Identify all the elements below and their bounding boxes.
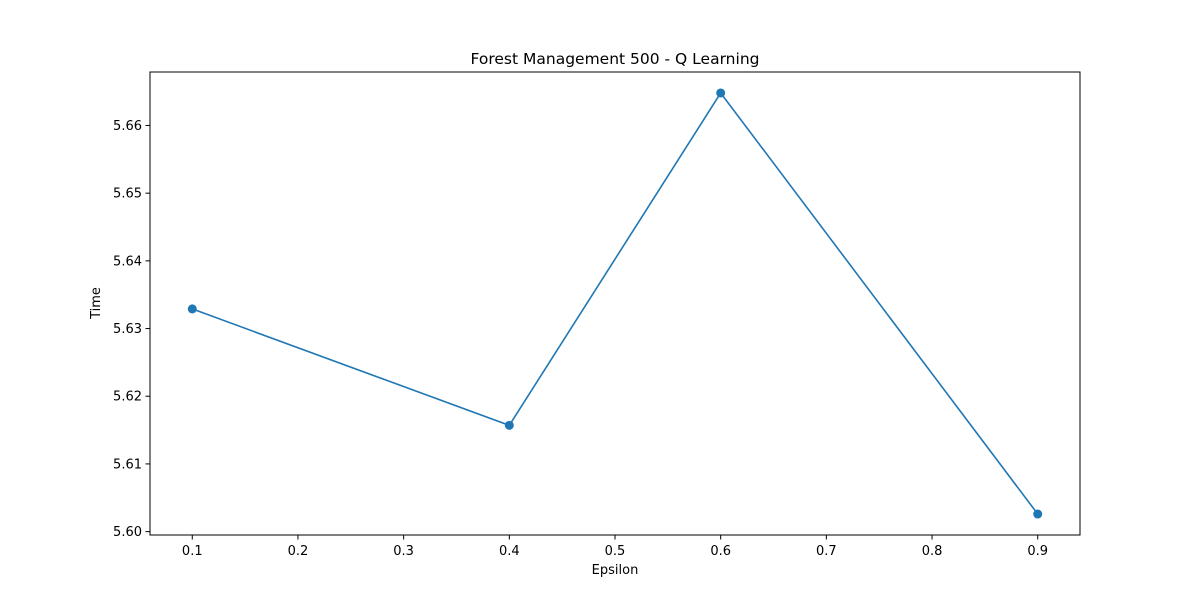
series-line: [191, 92, 1039, 515]
x-tick-label: 0.6: [710, 544, 731, 559]
x-tick-label: 0.7: [816, 544, 837, 559]
series-group: [187, 88, 1043, 519]
plot-area-frame: [149, 71, 1081, 536]
x-axis: 0.1 0.2 0.3 0.4 0.5 0.6 0.7 0.8 0.9: [182, 535, 1048, 559]
y-tick-label: 5.64: [113, 254, 142, 269]
data-point: [1033, 509, 1043, 519]
y-tick-label: 5.60: [113, 525, 142, 540]
x-tick-label: 0.1: [182, 544, 203, 559]
y-axis-label: Time: [89, 287, 104, 320]
x-tick-label: 0.9: [1027, 544, 1048, 559]
data-point: [187, 304, 197, 314]
x-tick-label: 0.8: [922, 544, 943, 559]
data-point: [716, 88, 726, 98]
y-tick-label: 5.61: [113, 457, 142, 472]
y-tick-label: 5.63: [113, 322, 142, 337]
x-tick-label: 0.3: [393, 544, 414, 559]
x-axis-label: Epsilon: [592, 563, 639, 578]
x-tick-label: 0.5: [605, 544, 626, 559]
y-tick-label: 5.65: [113, 187, 142, 202]
x-tick-label: 0.2: [288, 544, 309, 559]
data-point: [504, 420, 514, 430]
y-axis: 5.60 5.61 5.62 5.63 5.64 5.65 5.66: [113, 119, 150, 540]
y-tick-label: 5.66: [113, 119, 142, 134]
x-tick-label: 0.4: [499, 544, 520, 559]
chart-title: Forest Management 500 - Q Learning: [471, 50, 760, 68]
y-tick-label: 5.62: [113, 390, 142, 405]
